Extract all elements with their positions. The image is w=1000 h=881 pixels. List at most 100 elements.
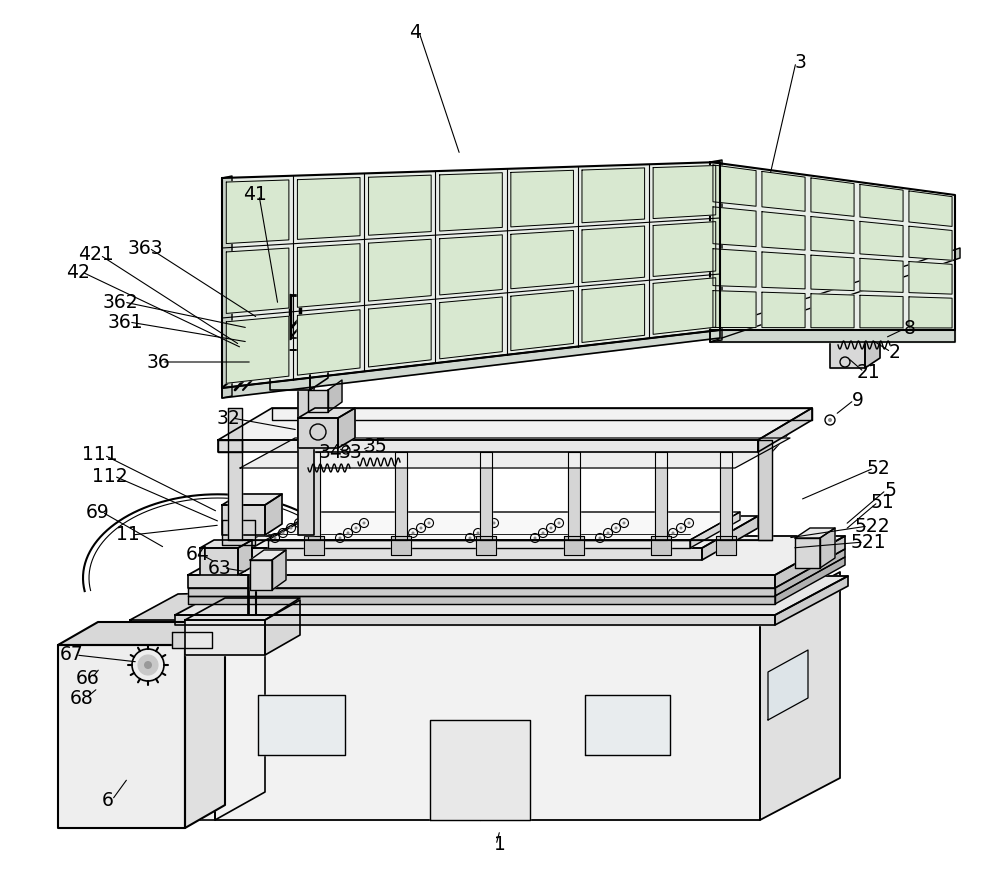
Circle shape [282,531,285,535]
Text: 34: 34 [318,442,342,462]
Polygon shape [188,575,775,588]
Polygon shape [909,191,952,226]
Text: 362: 362 [102,292,138,312]
Polygon shape [690,512,740,548]
Polygon shape [172,632,212,648]
Circle shape [404,537,406,539]
Polygon shape [222,162,720,388]
Polygon shape [582,168,645,223]
Circle shape [542,531,544,535]
Polygon shape [511,231,573,289]
Polygon shape [865,322,880,368]
Text: 66: 66 [76,669,100,687]
Circle shape [477,531,480,535]
Polygon shape [713,207,756,247]
Polygon shape [200,548,238,575]
Circle shape [362,522,366,524]
Polygon shape [369,175,431,235]
Circle shape [598,537,602,539]
Polygon shape [215,592,265,820]
Polygon shape [710,162,955,330]
Circle shape [420,527,422,529]
Text: 2: 2 [889,343,901,361]
Text: 4: 4 [409,23,421,41]
Polygon shape [175,615,775,625]
Polygon shape [768,650,808,720]
Circle shape [550,527,552,529]
Circle shape [298,522,300,524]
Polygon shape [238,540,252,575]
Polygon shape [713,291,756,328]
Polygon shape [476,536,496,555]
Polygon shape [185,620,265,655]
Polygon shape [582,285,645,343]
Circle shape [290,527,292,529]
Polygon shape [310,338,328,390]
Polygon shape [265,600,300,655]
Polygon shape [582,226,645,283]
Polygon shape [218,408,812,440]
Polygon shape [702,516,758,560]
Polygon shape [775,549,845,596]
Circle shape [144,661,152,669]
Text: 42: 42 [66,263,90,282]
Polygon shape [716,536,736,555]
Polygon shape [250,560,272,590]
Polygon shape [564,536,584,555]
Polygon shape [480,452,492,540]
Polygon shape [338,408,355,448]
Polygon shape [222,505,265,535]
Polygon shape [653,278,716,334]
Polygon shape [909,226,952,260]
Circle shape [558,522,560,524]
Polygon shape [762,211,805,250]
Polygon shape [298,320,314,535]
Text: 52: 52 [866,458,890,478]
Text: 64: 64 [186,545,210,565]
Text: 35: 35 [363,436,387,455]
Polygon shape [240,438,790,468]
Polygon shape [272,408,812,420]
Text: 5: 5 [884,480,896,500]
Text: 3: 3 [794,53,806,71]
Polygon shape [188,596,775,604]
Polygon shape [226,316,289,383]
Polygon shape [568,452,580,540]
Circle shape [347,531,350,535]
Polygon shape [304,536,324,555]
Text: 36: 36 [146,352,170,372]
Polygon shape [226,180,289,243]
Circle shape [614,527,618,529]
Polygon shape [188,536,845,575]
Polygon shape [811,178,854,217]
Polygon shape [762,252,805,289]
Polygon shape [710,330,955,342]
Polygon shape [440,235,502,295]
Text: 69: 69 [86,502,110,522]
Polygon shape [298,312,324,320]
Circle shape [534,537,536,539]
Polygon shape [297,310,360,375]
Polygon shape [222,176,232,398]
Polygon shape [222,494,282,505]
Polygon shape [820,528,835,568]
Polygon shape [222,330,720,398]
Polygon shape [252,548,702,560]
Polygon shape [811,217,854,254]
Polygon shape [252,516,758,548]
Polygon shape [860,295,903,328]
Circle shape [274,537,276,539]
Polygon shape [258,695,345,755]
Polygon shape [713,248,756,287]
Polygon shape [775,536,845,588]
Polygon shape [270,350,310,390]
Polygon shape [653,222,716,277]
Polygon shape [222,520,255,545]
Polygon shape [710,248,960,342]
Polygon shape [297,244,360,307]
Polygon shape [775,557,845,604]
Polygon shape [200,540,252,548]
Polygon shape [909,262,952,294]
Polygon shape [762,172,805,211]
Polygon shape [440,173,502,231]
